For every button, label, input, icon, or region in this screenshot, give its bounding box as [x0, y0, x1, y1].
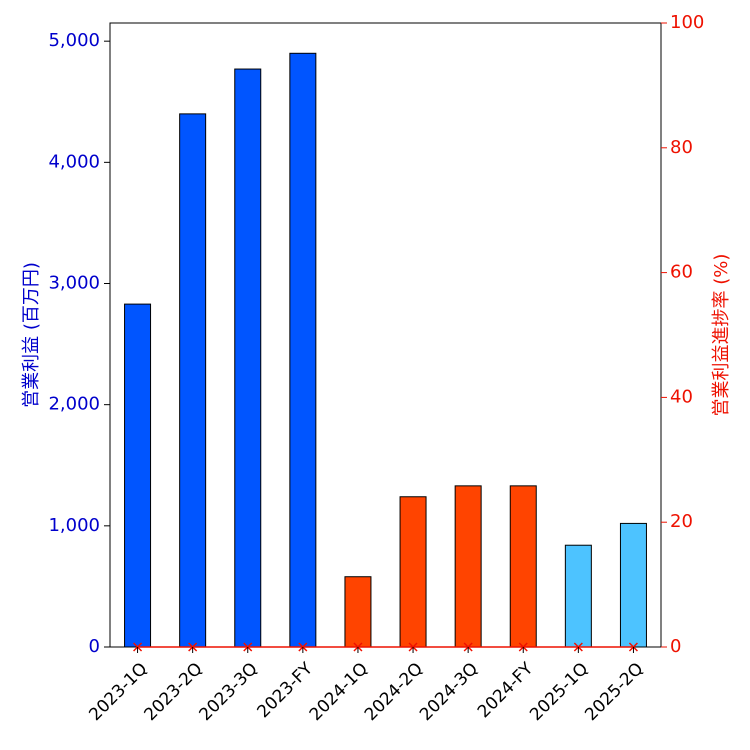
x-tick-label: 2024-2Q: [361, 659, 427, 725]
x-ticks: 2023-1Q2023-2Q2023-3Q2023-FY2024-1Q2024-…: [85, 647, 647, 725]
bar-2023-2Q: [179, 113, 207, 648]
x-tick-label: 2023-3Q: [196, 659, 262, 725]
y-axis-label-left: 営業利益 (百万円): [21, 262, 42, 408]
x-tick-label: 2023-1Q: [85, 659, 151, 725]
left-tick-label: 4,000: [48, 151, 100, 172]
x-tick-label: 2024-1Q: [306, 659, 372, 725]
left-tick-label: 0: [89, 636, 100, 657]
bar-2025-1Q: [564, 544, 592, 648]
x-tick-label: 2025-1Q: [526, 659, 592, 725]
left-tick-label: 5,000: [48, 30, 100, 51]
bar-2023-3Q: [234, 68, 262, 648]
right-tick-label: 40: [670, 386, 693, 407]
right-y-ticks: 0 20 40 60 80 100: [661, 12, 704, 657]
x-tick-label: 2023-2Q: [140, 659, 206, 725]
left-tick-label: 3,000: [48, 273, 100, 294]
bar-2023-1Q: [124, 303, 152, 648]
left-y-ticks: 0 1,000 2,000 3,000 4,000 5,000: [48, 30, 110, 657]
bar-2024-2Q: [399, 496, 427, 648]
left-tick-label: 2,000: [48, 394, 100, 415]
bar-2025-2Q: [619, 522, 647, 648]
right-tick-label: 100: [670, 12, 704, 33]
right-tick-label: 20: [670, 511, 693, 532]
bar-2024-3Q: [454, 485, 482, 648]
left-tick-label: 1,000: [48, 515, 100, 536]
y-axis-label-right: 営業利益進捗率 (%): [711, 254, 732, 417]
bars-layer: [124, 52, 647, 648]
bar-2023-FY: [289, 52, 317, 648]
right-tick-label: 60: [670, 262, 693, 283]
right-tick-label: 80: [670, 137, 693, 158]
x-tick-label: 2025-2Q: [581, 659, 647, 725]
bar-2024-FY: [509, 485, 537, 648]
x-tick-label: 2024-3Q: [416, 659, 482, 725]
right-tick-label: 0: [670, 636, 681, 657]
bar-2024-1Q: [344, 576, 372, 648]
